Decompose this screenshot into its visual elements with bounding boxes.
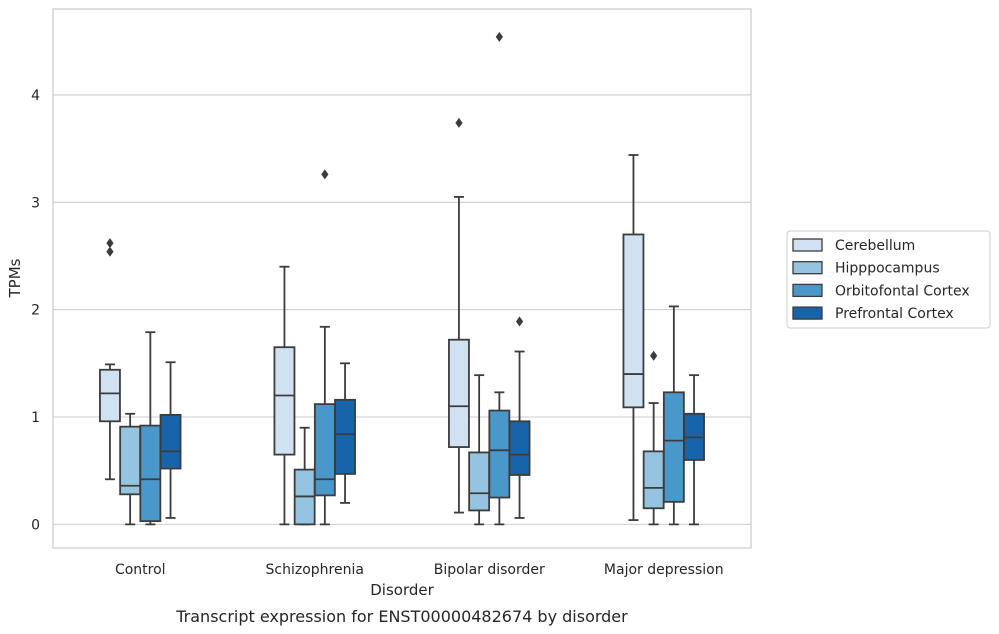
box — [139, 424, 162, 523]
y-tick-label: 2 — [31, 303, 40, 319]
legend-label: Hipppocampus — [835, 261, 940, 277]
y-tick-label: 1 — [31, 410, 40, 426]
x-tick-label: Schizophrenia — [266, 562, 364, 578]
box-group — [273, 265, 296, 526]
box-group — [159, 361, 182, 519]
box-group — [622, 154, 645, 521]
outlier-point — [321, 169, 329, 180]
legend-label: Cerebellum — [835, 238, 915, 254]
plot-frame — [52, 8, 752, 549]
legend-frame — [786, 230, 991, 329]
legend-swatch — [792, 306, 823, 320]
outlier-point — [106, 238, 114, 249]
box — [448, 338, 470, 448]
box — [508, 420, 531, 476]
box-group — [448, 117, 470, 514]
box-group — [468, 374, 491, 526]
outlier-point — [650, 350, 658, 361]
box — [488, 409, 511, 499]
box-group — [99, 238, 121, 481]
box-group — [683, 374, 705, 526]
y-tick-label: 3 — [31, 195, 40, 211]
y-axis-label: TPMs — [6, 258, 24, 298]
outlier-point — [455, 117, 463, 128]
outlier-point — [106, 246, 114, 257]
y-tick-label: 0 — [31, 517, 40, 533]
box — [662, 391, 685, 503]
legend-label: Orbitofontal Cortex — [835, 283, 970, 299]
legend-swatch — [792, 261, 823, 275]
legend-label: Prefrontal Cortex — [835, 306, 954, 322]
box — [99, 368, 121, 423]
box-group — [139, 331, 162, 526]
outlier-point — [515, 316, 524, 327]
x-tick-label: Control — [115, 562, 166, 578]
x-tick-label: Major depression — [604, 562, 724, 578]
outlier-point — [495, 31, 503, 42]
box — [119, 425, 142, 496]
legend: Cerebellum Hipppocampus Orbitofontal Corte… — [786, 230, 991, 329]
box-group — [293, 426, 316, 526]
box — [273, 346, 296, 456]
figure-caption: Transcript expression for ENST0000048267… — [175, 607, 628, 626]
y-axis-ticks: 0 1 2 3 4 — [31, 88, 40, 533]
legend-swatch — [792, 283, 823, 298]
y-tick-label: 4 — [31, 88, 40, 104]
box-group — [488, 31, 511, 526]
x-axis-ticks: Control Schizophrenia Bipolar disorder Majo… — [115, 562, 724, 578]
x-axis-label: Disorder — [370, 581, 434, 599]
box — [159, 413, 182, 470]
box — [334, 398, 356, 475]
box — [622, 233, 645, 409]
box-group — [334, 362, 356, 504]
box — [313, 403, 336, 497]
box — [642, 450, 665, 510]
legend-swatch — [792, 238, 823, 252]
x-tick-label: Bipolar disorder — [434, 562, 545, 578]
box — [468, 451, 491, 512]
box-groups — [99, 31, 705, 526]
box-group — [508, 316, 531, 519]
